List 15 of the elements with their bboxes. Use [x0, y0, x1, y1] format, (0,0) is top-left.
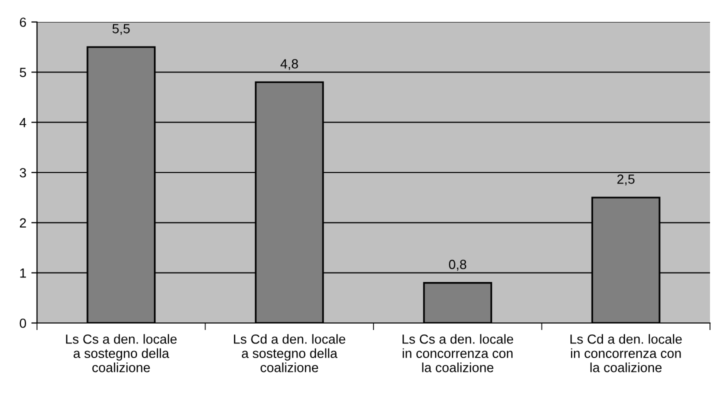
y-tick-label: 1: [20, 268, 26, 278]
data-label: 2,5: [617, 174, 634, 186]
y-tick-label: 4: [20, 118, 26, 128]
y-tick-label: 6: [20, 18, 26, 27]
x-tick-label: Ls Cs a den. locale a sostegno della coalizione: [66, 334, 177, 372]
x-tick-label: Ls Cs a den. locale in concorrenza con la coalizione: [402, 334, 514, 372]
x-tick-label: Ls Cd a den. locale in concorrenza con la coalizione: [570, 334, 682, 372]
data-label: 4,8: [280, 59, 298, 70]
y-tick-label: 2: [20, 218, 26, 228]
data-label: 5,5: [112, 24, 130, 35]
y-tick-label: 5: [20, 68, 26, 78]
x-tick-label: Ls Cd a den. locale a sostegno della coalizione: [234, 334, 346, 372]
y-tick-label: 0: [20, 318, 26, 328]
data-label: 0,8: [448, 260, 466, 271]
y-tick-label: 3: [20, 168, 26, 178]
